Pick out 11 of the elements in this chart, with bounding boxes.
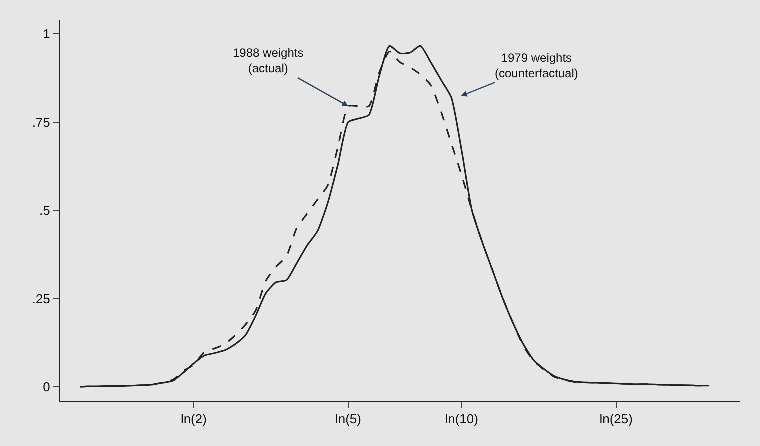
annotation: 1988 weights (actual) (233, 46, 304, 76)
x-tick-label: ln(5) (335, 412, 362, 427)
y-tick-label: .75 (32, 114, 50, 130)
x-tick-label: ln(2) (180, 412, 207, 427)
y-tick-label: 1 (43, 26, 50, 42)
y-tick-label: .5 (40, 203, 50, 218)
y-tick-label: 0 (43, 379, 50, 394)
x-tick-label: ln(25) (600, 412, 633, 427)
x-tick-label: ln(10) (445, 412, 478, 427)
annotation: 1979 weights (counterfactual) (495, 51, 578, 81)
y-tick-label: .25 (32, 291, 50, 306)
